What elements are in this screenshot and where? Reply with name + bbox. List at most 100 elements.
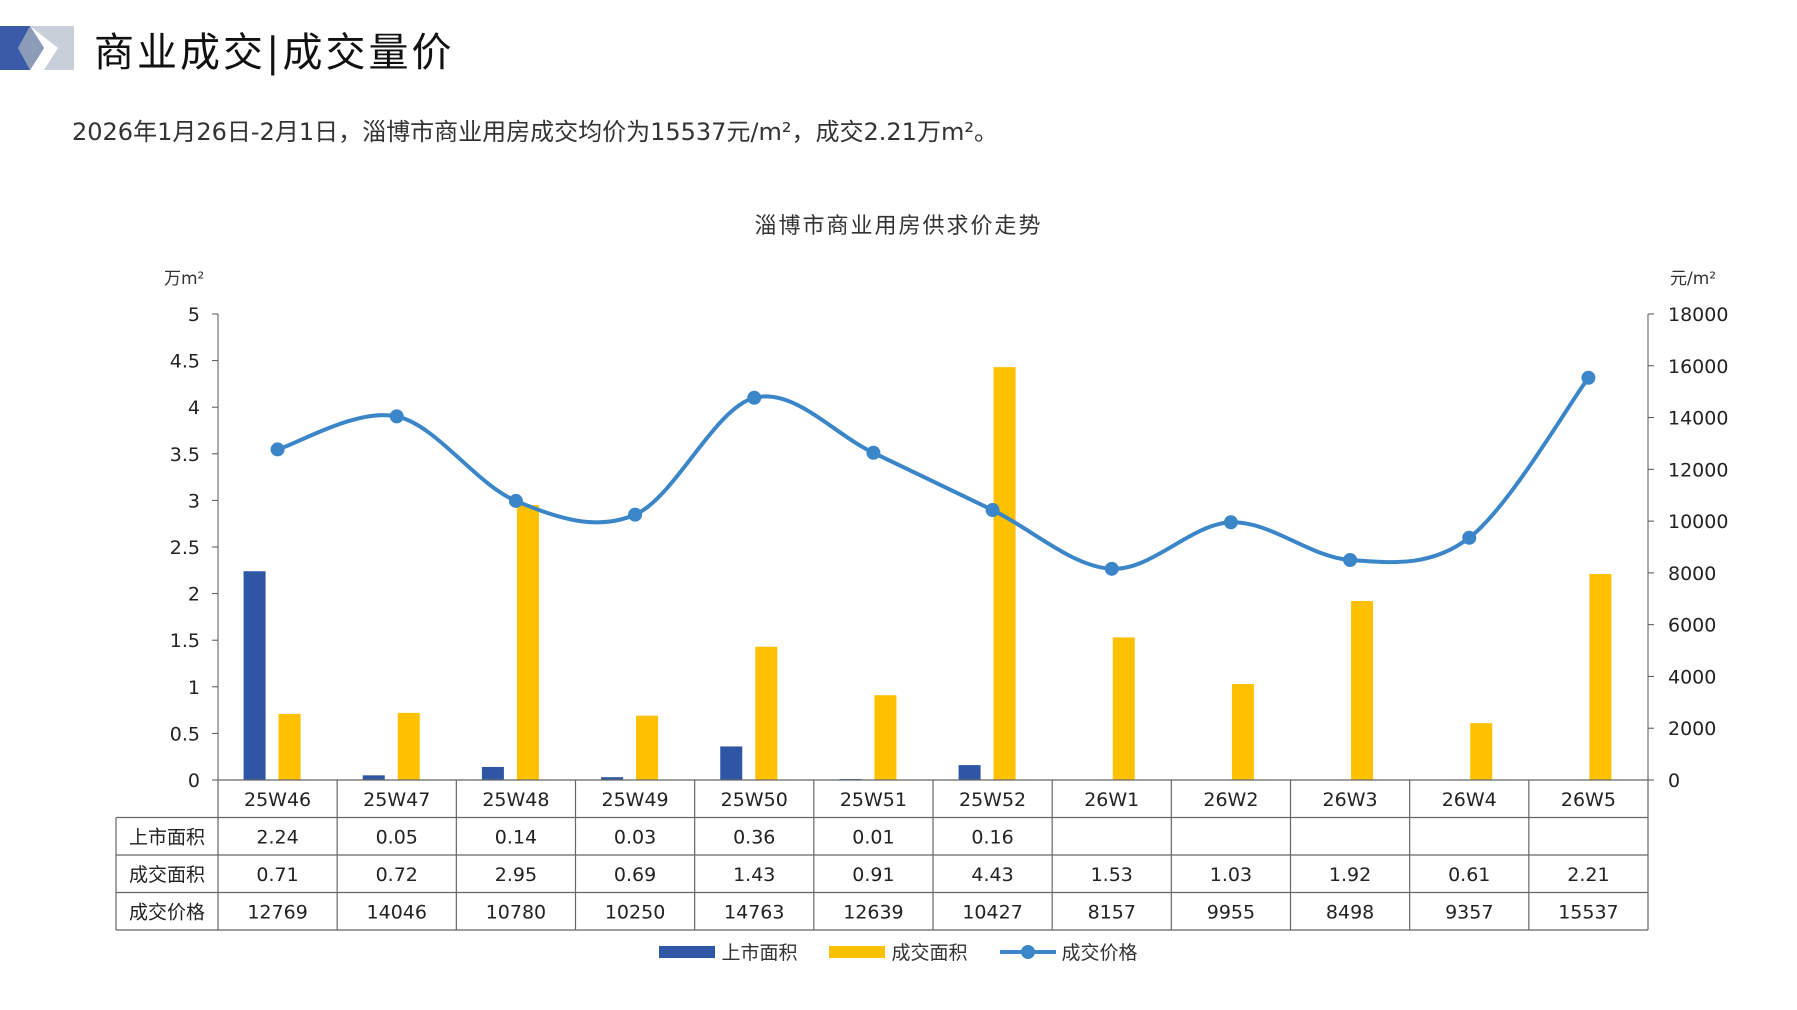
legend-label-price: 成交价格 (1061, 942, 1138, 964)
legend-swatch-listed (659, 945, 716, 958)
x-category-label: 26W4 (1442, 789, 1497, 811)
listed-bar (958, 765, 981, 780)
x-category-label: 25W51 (840, 789, 907, 811)
traded-bar (636, 715, 659, 780)
traded-bar (1231, 684, 1254, 780)
chart-legend: 上市面积 成交面积 成交价格 (0, 938, 1797, 965)
listed-bar (362, 775, 385, 780)
price-point (270, 442, 285, 457)
left-tick-label: 1 (188, 677, 200, 699)
page-title: 商业成交|成交量价 (94, 30, 455, 76)
right-tick-label: 18000 (1668, 304, 1728, 326)
right-tick-label: 16000 (1668, 356, 1728, 378)
traded-bar (1112, 637, 1135, 780)
traded-bar (874, 695, 897, 780)
table-cell-value: 0.72 (376, 864, 418, 886)
right-tick-label: 14000 (1668, 408, 1728, 430)
table-cell-value: 8498 (1326, 901, 1374, 923)
brand-logo-icon (0, 26, 74, 70)
table-cell-value: 14046 (367, 901, 427, 923)
summary-text: 2026年1月26日-2月1日，淄博市商业用房成交均价为15537元/m²，成交… (72, 118, 998, 146)
price-point (1223, 515, 1238, 530)
right-tick-label: 12000 (1668, 459, 1728, 481)
left-tick-label: 3.5 (170, 444, 200, 466)
left-tick-label: 0 (188, 770, 200, 792)
traded-bar (516, 505, 539, 780)
table-cell-value: 9357 (1445, 901, 1493, 923)
left-tick-label: 4.5 (170, 351, 200, 373)
traded-bar (397, 712, 420, 780)
table-cell-value: 0.16 (971, 826, 1013, 848)
table-cell-value: 12769 (247, 901, 307, 923)
price-point (1581, 370, 1596, 385)
right-axis-unit: 元/m² (1670, 269, 1717, 289)
chart-title: 淄博市商业用房供求价走势 (754, 214, 1043, 239)
table-cell-value: 10250 (605, 901, 665, 923)
table-cell-value: 0.01 (852, 826, 894, 848)
traded-bar (1470, 723, 1493, 780)
legend-label-traded: 成交面积 (891, 942, 968, 964)
table-cell-value: 0.61 (1448, 864, 1490, 886)
left-axis-unit: 万m² (164, 269, 205, 289)
left-tick-label: 2 (188, 584, 200, 606)
price-line (276, 376, 1591, 571)
listed-bar (720, 746, 743, 780)
x-category-label: 26W1 (1084, 789, 1139, 811)
left-tick-label: 3 (188, 490, 200, 512)
left-tick-label: 1.5 (170, 630, 200, 652)
legend-label-listed: 上市面积 (721, 942, 798, 964)
table-cell-value: 14763 (724, 901, 784, 923)
table-cell-value: 10427 (962, 901, 1022, 923)
table-cell-value: 0.05 (376, 826, 418, 848)
right-tick-label: 0 (1668, 770, 1680, 792)
price-point (747, 390, 762, 405)
price-point (389, 409, 404, 424)
traded-bar (1351, 601, 1374, 780)
table-cell-value: 0.03 (614, 826, 656, 848)
right-tick-label: 8000 (1668, 563, 1716, 585)
x-category-label: 26W3 (1323, 789, 1378, 811)
table-cell-value: 10780 (486, 901, 546, 923)
traded-bar (1589, 574, 1612, 780)
table-cell-value: 1.92 (1329, 864, 1371, 886)
legend-item-listed: 上市面积 (659, 938, 797, 965)
x-category-label: 25W47 (363, 789, 430, 811)
price-point (985, 503, 1000, 518)
table-cell-value: 0.14 (495, 826, 537, 848)
table-cell-value: 2.95 (495, 864, 537, 886)
table-cell-value: 1.53 (1091, 864, 1133, 886)
table-cell-value: 2.21 (1567, 864, 1609, 886)
table-cell-value: 0.71 (256, 864, 298, 886)
table-cell-value: 12639 (843, 901, 903, 923)
left-tick-label: 0.5 (170, 723, 200, 745)
traded-bar (993, 367, 1016, 780)
table-cell-value: 0.91 (852, 864, 894, 886)
right-tick-label: 6000 (1668, 615, 1716, 637)
left-tick-label: 5 (188, 304, 200, 326)
x-category-label: 25W48 (482, 789, 549, 811)
table-cell-value: 15537 (1558, 901, 1618, 923)
table-cell-value: 1.43 (733, 864, 775, 886)
table-cell-value: 0.69 (614, 864, 656, 886)
table-cell-value: 2.24 (256, 826, 298, 848)
x-category-label: 25W50 (721, 789, 788, 811)
legend-swatch-traded (829, 945, 886, 958)
table-row-header: 成交面积 (129, 864, 205, 886)
x-category-label: 25W49 (602, 789, 669, 811)
price-point (1104, 561, 1119, 576)
table-cell-value: 0.36 (733, 826, 775, 848)
left-tick-label: 4 (188, 397, 200, 419)
price-point (1343, 552, 1358, 567)
x-category-label: 26W2 (1203, 789, 1258, 811)
listed-bar (601, 777, 624, 780)
legend-item-traded: 成交面积 (829, 938, 968, 965)
x-category-label: 25W52 (959, 789, 1026, 811)
legend-item-price: 成交价格 (999, 938, 1138, 965)
right-tick-label: 4000 (1668, 666, 1716, 688)
table-cell-value: 8157 (1088, 901, 1136, 923)
price-point (1462, 530, 1477, 545)
legend-swatch-price (999, 944, 1056, 959)
left-tick-label: 2.5 (170, 537, 200, 559)
listed-bar (243, 571, 266, 780)
